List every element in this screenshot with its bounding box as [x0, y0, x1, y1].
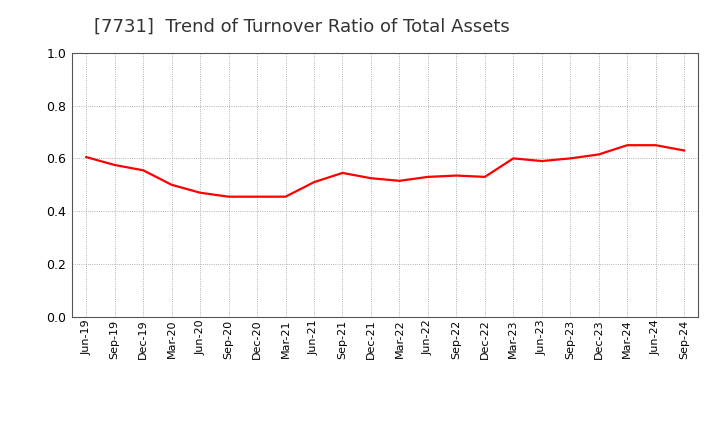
- Text: [7731]  Trend of Turnover Ratio of Total Assets: [7731] Trend of Turnover Ratio of Total …: [94, 18, 509, 36]
